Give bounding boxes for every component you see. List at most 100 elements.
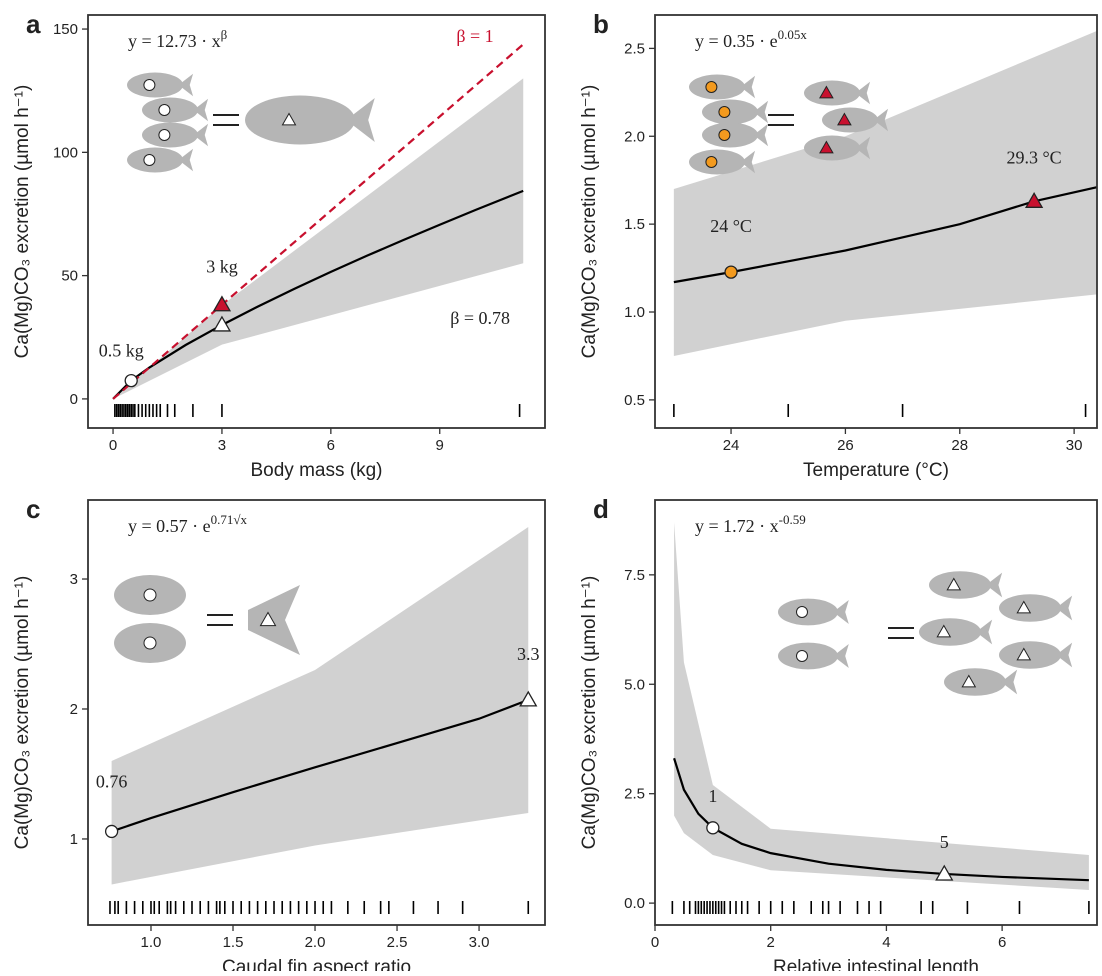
x-tick-label: 0 [651, 934, 659, 951]
fish-icon [740, 75, 756, 99]
y-tick-label: 1.0 [624, 304, 645, 321]
panel-letter: d [593, 494, 609, 524]
fit-line [111, 698, 529, 833]
x-tick-label: 30 [1066, 437, 1083, 454]
fish-icon [346, 98, 375, 142]
x-tick-label: 3 [218, 437, 226, 454]
panel-letter: a [26, 9, 41, 39]
x-tick-label: 9 [436, 437, 444, 454]
fish-icon [245, 95, 355, 145]
panel-letter: b [593, 9, 609, 39]
y-tick-label: 3 [70, 571, 78, 588]
marker [124, 373, 138, 388]
fish-icon [193, 98, 209, 122]
fish-icon [919, 618, 981, 646]
confidence-band [674, 522, 1089, 890]
icon-marker [961, 674, 977, 688]
plot-frame [87, 14, 546, 429]
x-tick-label: 2.5 [387, 934, 408, 951]
x-tick-label: 24 [723, 437, 740, 454]
fish-icon [753, 123, 769, 147]
fish-icon [855, 81, 871, 105]
x-axis-label: Caudal fin aspect ratio [222, 957, 411, 971]
equation-exponent: β [221, 27, 228, 42]
fish-icon [193, 123, 209, 147]
icon-marker [796, 606, 808, 618]
y-tick-label: 150 [53, 21, 78, 38]
fish-icon [740, 150, 756, 174]
icon-marker [946, 577, 962, 591]
fit-line [673, 757, 1089, 882]
plot-frame [87, 499, 546, 926]
confidence-band [113, 78, 524, 399]
y-tick-label: 1 [70, 831, 78, 848]
fish-icon [833, 644, 849, 668]
equation-text: y = 1.72 · x [695, 516, 779, 536]
fish-icon [873, 108, 889, 132]
y-tick-label: 2.0 [624, 128, 645, 145]
fish-icon [855, 136, 871, 160]
equation-exponent: -0.59 [779, 512, 806, 527]
x-tick-label: 26 [837, 437, 854, 454]
y-tick-label: 50 [61, 268, 78, 285]
fish-icon [804, 135, 860, 161]
panel-letter: c [26, 494, 40, 524]
icon-marker [705, 156, 718, 168]
plot-frame [654, 14, 1098, 429]
x-axis-label: Body mass (kg) [251, 460, 383, 481]
equation: y = 12.73 · xβ [128, 27, 228, 51]
y-tick-label: 0.5 [624, 392, 645, 409]
y-tick-label: 0.0 [624, 895, 645, 912]
fish-icon [1056, 595, 1073, 621]
y-tick-label: 2 [70, 701, 78, 718]
fish-icon [248, 585, 300, 655]
y-tick-label: 0 [70, 391, 78, 408]
icon-marker [281, 112, 297, 126]
icon-marker [143, 79, 156, 91]
icon-marker [259, 611, 277, 627]
icon-marker [1016, 600, 1032, 614]
fish-icon [999, 641, 1061, 669]
x-tick-label: 6 [327, 437, 335, 454]
marker [935, 864, 954, 881]
equation: y = 0.57 · e0.71√x [128, 512, 248, 536]
marker [724, 265, 738, 279]
equation: y = 0.35 · e0.05x [695, 27, 807, 51]
fish-icon [929, 571, 991, 599]
point-label: 24 °C [710, 216, 752, 236]
equation: y = 1.72 · x-0.59 [695, 512, 806, 536]
fish-icon [833, 600, 849, 624]
confidence-band [673, 30, 1097, 356]
fit-line [673, 186, 1098, 284]
marker [212, 295, 232, 312]
plot-frame [654, 499, 1098, 926]
y-tick-label: 2.5 [624, 40, 645, 57]
icon-marker [158, 129, 171, 141]
fish-icon [822, 107, 878, 133]
icon-marker [837, 112, 852, 126]
point-label: 5 [940, 832, 949, 852]
icon-marker [819, 85, 834, 99]
icon-marker [819, 140, 834, 154]
x-tick-label: 6 [998, 934, 1006, 951]
marker [212, 315, 232, 332]
x-tick-label: 3.0 [469, 934, 490, 951]
fish-icon [1001, 669, 1018, 695]
point-label: 0.5 kg [99, 341, 144, 361]
marker [1024, 191, 1044, 208]
icon-marker [1016, 647, 1032, 661]
marker [104, 824, 119, 839]
x-tick-label: 0 [109, 437, 117, 454]
fish-icon [976, 619, 993, 645]
y-tick-label: 5.0 [624, 676, 645, 693]
confidence-band [111, 527, 529, 885]
x-axis-label: Relative intestinal length [773, 957, 979, 971]
y-tick-label: 7.5 [624, 567, 645, 584]
x-tick-label: 4 [882, 934, 890, 951]
fish-icon [178, 148, 194, 172]
fish-icon [986, 572, 1003, 598]
fish-icon [753, 100, 769, 124]
point-label: 3 kg [206, 257, 238, 277]
x-tick-label: 1.0 [141, 934, 162, 951]
x-axis-label: Temperature (°C) [803, 460, 949, 481]
